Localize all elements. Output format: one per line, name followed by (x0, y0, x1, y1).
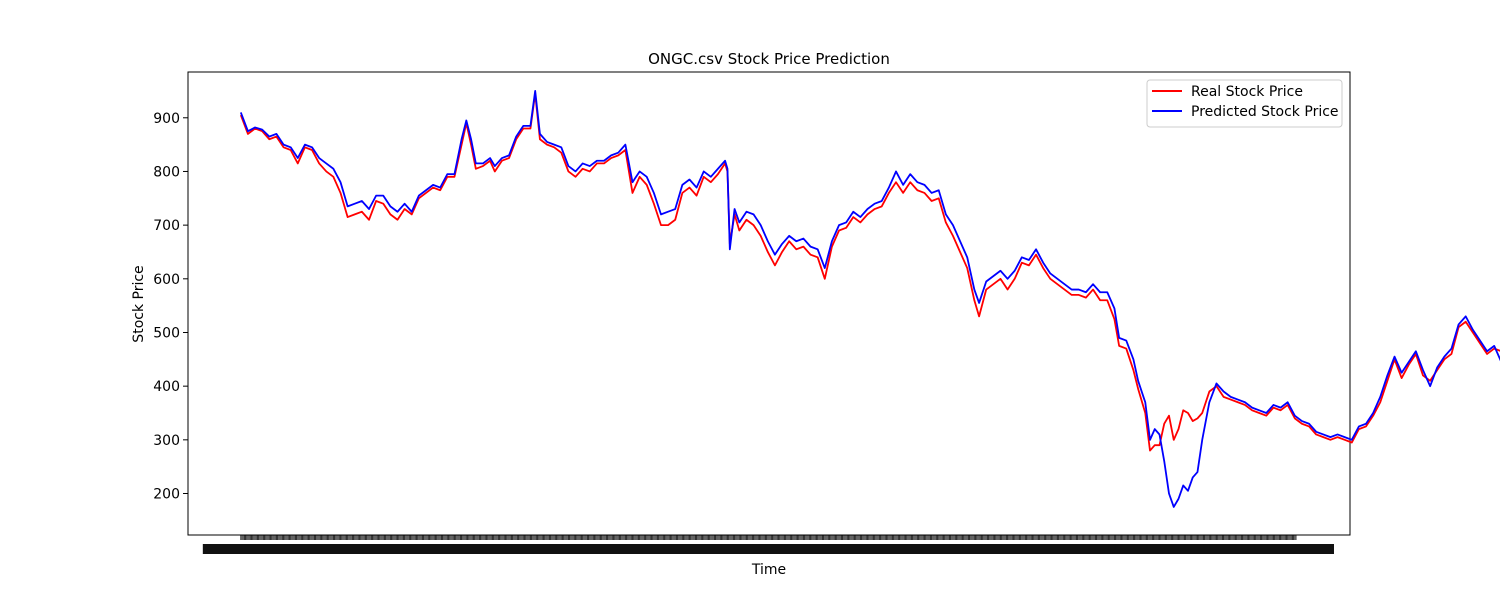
y-tick-label: 200 (153, 487, 180, 503)
legend-box (1146, 79, 1343, 128)
series-layer (239, 90, 1500, 508)
y-tick-label: 800 (153, 164, 180, 180)
y-tick-label: 300 (153, 433, 180, 449)
y-tick-label: 600 (153, 272, 180, 288)
x-tick-marks (202, 535, 1334, 554)
axes-frame (187, 71, 1351, 536)
chart-title: ONGC.csv Stock Price Prediction (648, 50, 890, 68)
series-line-predicted (239, 90, 1500, 508)
y-tick-label: 500 (153, 325, 180, 341)
plot-area: 200 300 400 500 600 700 800 900 (153, 71, 1500, 554)
x-tick-mark-band (240, 535, 1297, 540)
y-tick-label: 900 (153, 111, 180, 127)
legend: Real Stock Price Predicted Stock Price (1146, 79, 1343, 128)
y-axis-label: Stock Price (131, 265, 147, 342)
legend-label-real: Real Stock Price (1191, 84, 1303, 100)
x-axis-label: Time (751, 562, 786, 578)
y-tick-label: 700 (153, 218, 180, 234)
legend-label-predicted: Predicted Stock Price (1191, 104, 1339, 120)
y-tick-label: 400 (153, 379, 180, 395)
y-axis-ticks: 200 300 400 500 600 700 800 900 (153, 111, 188, 503)
x-tick-label-band (202, 544, 1334, 554)
